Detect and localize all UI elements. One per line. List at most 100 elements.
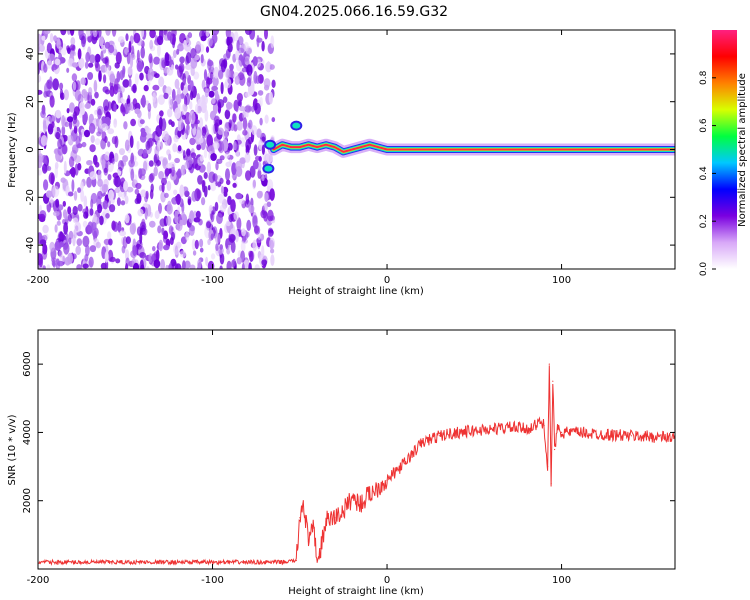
- noise-speckle: [80, 35, 86, 48]
- snr-point: [316, 561, 318, 563]
- noise-speckle: [149, 172, 155, 181]
- noise-speckle: [257, 90, 264, 96]
- noise-speckle: [98, 35, 104, 47]
- noise-speckle: [227, 36, 233, 44]
- snr-point: [534, 425, 537, 427]
- noise-speckle: [261, 144, 265, 155]
- noise-speckle: [169, 237, 174, 245]
- noise-speckle: [205, 46, 210, 53]
- noise-speckle: [164, 192, 169, 199]
- noise-speckle: [250, 80, 255, 90]
- noise-speckle: [267, 232, 273, 238]
- noise-speckle: [246, 219, 252, 231]
- noise-speckle: [63, 242, 70, 255]
- noise-speckle: [80, 77, 86, 85]
- noise-speckle: [185, 231, 190, 241]
- spectrogram-ytick-label: -20: [25, 189, 36, 205]
- noise-speckle: [42, 265, 46, 269]
- noise-speckle: [67, 252, 73, 265]
- noise-speckle: [163, 92, 169, 100]
- noise-speckle: [268, 91, 274, 105]
- noise-speckle: [130, 250, 138, 259]
- noise-speckle: [187, 196, 192, 204]
- noise-speckle: [171, 30, 177, 38]
- snr-point: [578, 431, 580, 433]
- noise-speckle: [125, 236, 131, 245]
- noise-speckle: [149, 220, 156, 228]
- noise-speckle: [241, 262, 245, 269]
- noise-speckle: [109, 204, 116, 213]
- noise-speckle: [253, 144, 258, 156]
- noise-speckle: [114, 62, 120, 69]
- noise-speckle: [263, 203, 268, 212]
- noise-speckle: [132, 262, 140, 269]
- noise-speckle: [174, 107, 182, 120]
- noise-speckle: [192, 250, 197, 256]
- noise-speckle: [119, 230, 127, 237]
- noise-speckle: [103, 74, 107, 84]
- snr-point: [543, 425, 545, 427]
- noise-speckle: [136, 49, 140, 63]
- noise-speckle: [67, 206, 72, 215]
- noise-speckle: [256, 34, 260, 48]
- noise-speckle: [248, 204, 255, 214]
- noise-speckle: [251, 125, 258, 136]
- noise-speckle: [50, 173, 55, 186]
- noise-speckle: [153, 56, 161, 65]
- noise-speckle: [161, 182, 165, 193]
- noise-speckle: [113, 118, 118, 128]
- noise-speckle: [256, 190, 263, 199]
- noise-speckle: [139, 119, 145, 125]
- noise-speckle: [79, 101, 85, 112]
- noise-speckle: [153, 166, 158, 177]
- noise-speckle: [128, 40, 132, 54]
- noise-speckle: [207, 37, 213, 47]
- noise-speckle: [129, 223, 136, 235]
- noise-speckle: [153, 259, 161, 269]
- noise-speckle: [103, 167, 108, 173]
- noise-speckle: [58, 46, 63, 54]
- noise-speckle: [209, 71, 214, 81]
- noise-speckle: [245, 104, 252, 114]
- noise-speckle: [210, 253, 216, 260]
- noise-speckle: [115, 224, 122, 231]
- noise-speckle: [203, 69, 208, 81]
- noise-speckle: [269, 239, 274, 250]
- noise-speckle: [182, 73, 187, 86]
- spectrogram-ytick-label: -40: [25, 237, 36, 253]
- noise-speckle: [97, 108, 102, 120]
- noise-speckle: [185, 64, 192, 70]
- noise-speckle: [207, 185, 211, 191]
- snr-point: [360, 503, 362, 505]
- noise-speckle: [214, 201, 219, 212]
- noise-speckle: [264, 30, 268, 40]
- noise-speckle: [218, 69, 224, 80]
- noise-speckle: [107, 128, 115, 135]
- noise-speckle: [235, 151, 240, 158]
- colorbar-tick-label: 0.6: [699, 118, 709, 133]
- noise-speckle: [97, 203, 103, 214]
- noise-speckle: [69, 102, 75, 113]
- noise-speckle: [220, 185, 225, 194]
- noise-speckle: [206, 221, 212, 229]
- noise-speckle: [56, 265, 60, 269]
- spectrogram-xlabel: Height of straight line (km): [288, 286, 424, 297]
- noise-speckle: [84, 61, 89, 69]
- noise-speckle: [176, 48, 180, 55]
- noise-speckle: [105, 30, 111, 36]
- noise-speckle: [175, 94, 182, 105]
- noise-speckle: [184, 161, 190, 169]
- signal-blob-core: [292, 122, 301, 129]
- noise-speckle: [148, 160, 154, 167]
- noise-speckle: [171, 64, 175, 71]
- noise-speckle: [124, 139, 130, 152]
- noise-speckle: [129, 135, 134, 148]
- noise-speckle: [211, 124, 215, 135]
- noise-speckle: [150, 183, 154, 193]
- noise-speckle: [174, 157, 181, 164]
- colorbar-scale: [712, 30, 737, 269]
- noise-speckle: [107, 141, 111, 148]
- noise-speckle: [252, 159, 259, 170]
- noise-speckle: [82, 235, 90, 248]
- noise-speckle: [159, 110, 164, 117]
